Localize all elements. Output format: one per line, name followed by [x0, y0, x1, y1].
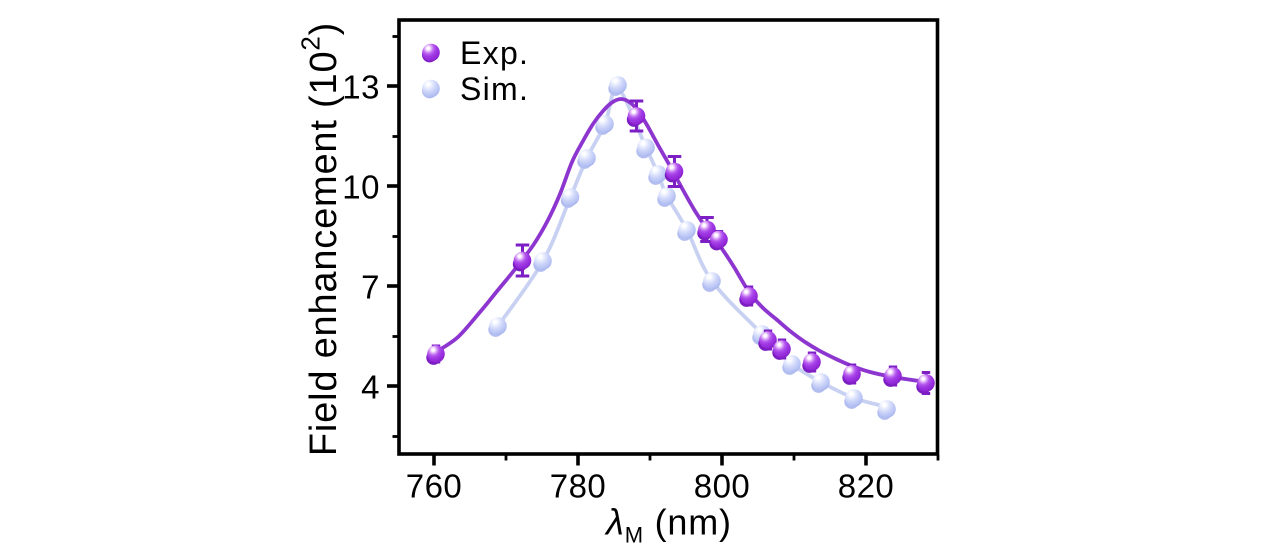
svg-text:800: 800 [694, 468, 751, 505]
svg-text:λM (nm): λM (nm) [604, 502, 732, 548]
svg-text:Exp.: Exp. [460, 35, 529, 71]
svg-text:4: 4 [361, 368, 380, 405]
svg-text:Field enhancement (102): Field enhancement (102) [296, 22, 346, 456]
svg-text:780: 780 [550, 468, 607, 505]
svg-text:820: 820 [838, 468, 895, 505]
svg-text:13: 13 [342, 68, 380, 105]
svg-text:7: 7 [361, 268, 380, 305]
svg-text:10: 10 [342, 168, 380, 205]
svg-text:760: 760 [406, 468, 463, 505]
svg-text:Sim.: Sim. [460, 71, 529, 107]
